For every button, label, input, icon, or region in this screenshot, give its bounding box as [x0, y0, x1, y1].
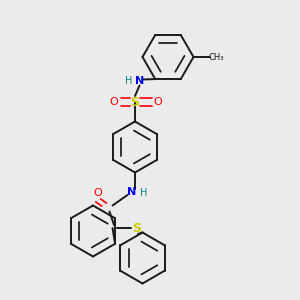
Text: S: S — [132, 221, 141, 235]
Text: O: O — [93, 188, 102, 199]
Text: N: N — [128, 187, 136, 197]
Text: H: H — [125, 76, 133, 86]
Text: O: O — [153, 97, 162, 107]
Text: O: O — [110, 97, 118, 107]
Text: N: N — [135, 76, 144, 86]
Text: H: H — [140, 188, 147, 199]
Text: S: S — [130, 95, 140, 109]
Text: CH₃: CH₃ — [208, 52, 224, 62]
